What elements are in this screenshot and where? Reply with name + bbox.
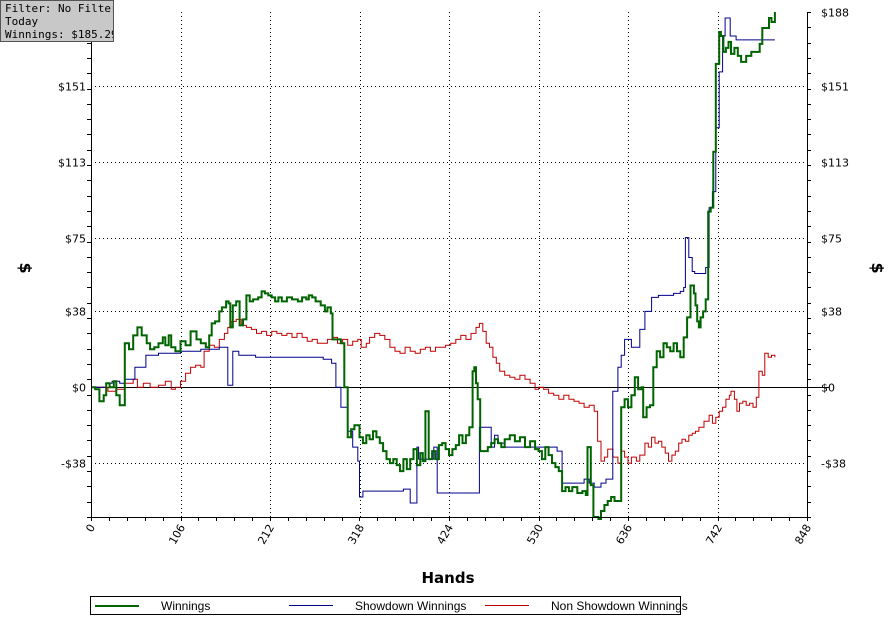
legend-swatch-winnings: [95, 604, 139, 607]
legend-label-showdown: Showdown Winnings: [355, 598, 467, 613]
y-axis-label-right: $: [868, 262, 887, 273]
y-tick-label-right: $188: [821, 7, 849, 20]
x-axis-label: Hands: [421, 569, 474, 587]
summary-info-box: Filter: No Filter Today Winnings: $185.2…: [0, 0, 114, 42]
y-tick-label-right: $151: [821, 81, 849, 94]
y-tick-label-left: $38: [65, 306, 86, 319]
right-y-tick-labels: $188 $151 $113 $75 $38 $0 -$38: [821, 7, 849, 471]
axes: [87, 12, 811, 521]
series-line-non-showdown: [91, 318, 776, 464]
period-text: Today: [5, 15, 39, 28]
legend-label-winnings: Winnings: [161, 598, 211, 613]
y-tick-label-right: $75: [821, 233, 842, 246]
y-tick-label-right: $0: [821, 382, 835, 395]
filter-text: Filter: No Filter: [5, 2, 114, 15]
series-line-winnings: [91, 12, 776, 520]
y-tick-label-right: -$38: [821, 458, 846, 471]
winnings-total-text: Winnings: $185.29: [5, 28, 114, 41]
series-lines: [91, 12, 776, 520]
y-tick-label-left: -$38: [61, 458, 86, 471]
y-tick-label-left: $151: [58, 81, 86, 94]
legend-label-non-showdown: Non Showdown Winnings: [551, 598, 688, 613]
y-tick-label-right: $113: [821, 157, 849, 170]
y-axis-label-left: $: [16, 262, 35, 273]
legend-item-non-showdown: Non Showdown Winnings: [485, 597, 688, 614]
legend-swatch-showdown: [289, 605, 333, 606]
y-tick-label-left: $113: [58, 157, 86, 170]
y-tick-label-right: $38: [821, 306, 842, 319]
y-tick-label-left: $0: [72, 382, 86, 395]
grid-lines: [91, 12, 807, 517]
legend-item-showdown: Showdown Winnings: [289, 597, 466, 614]
legend-swatch-non-showdown: [485, 605, 529, 606]
chart-legend: Winnings Showdown Winnings Non Showdown …: [90, 596, 688, 615]
y-tick-label-left: $75: [65, 233, 86, 246]
legend-item-winnings: Winnings: [95, 597, 210, 614]
